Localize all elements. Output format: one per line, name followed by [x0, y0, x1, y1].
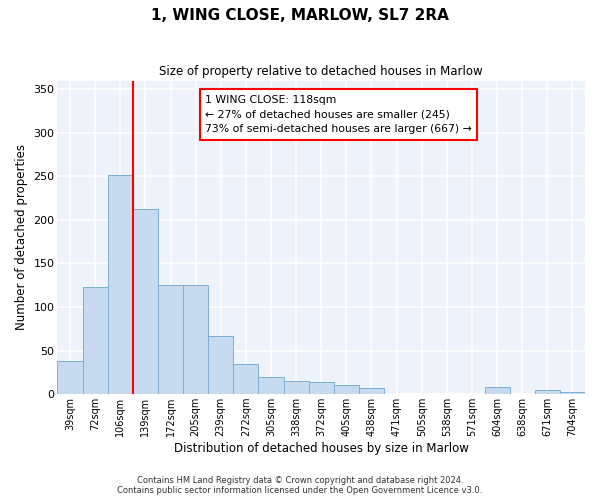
Bar	[359, 388, 384, 394]
Bar	[259, 376, 284, 394]
Bar	[233, 364, 259, 394]
Bar	[535, 390, 560, 394]
X-axis label: Distribution of detached houses by size in Marlow: Distribution of detached houses by size …	[174, 442, 469, 455]
Y-axis label: Number of detached properties: Number of detached properties	[15, 144, 28, 330]
Bar	[108, 174, 133, 394]
Bar	[485, 387, 509, 394]
Text: 1 WING CLOSE: 118sqm
← 27% of detached houses are smaller (245)
73% of semi-deta: 1 WING CLOSE: 118sqm ← 27% of detached h…	[205, 94, 472, 134]
Bar	[58, 361, 83, 394]
Bar	[208, 336, 233, 394]
Bar	[133, 210, 158, 394]
Title: Size of property relative to detached houses in Marlow: Size of property relative to detached ho…	[160, 65, 483, 78]
Bar	[158, 286, 183, 394]
Bar	[183, 286, 208, 394]
Bar	[284, 381, 308, 394]
Text: 1, WING CLOSE, MARLOW, SL7 2RA: 1, WING CLOSE, MARLOW, SL7 2RA	[151, 8, 449, 22]
Bar	[334, 386, 359, 394]
Bar	[83, 287, 108, 394]
Bar	[560, 392, 585, 394]
Text: Contains HM Land Registry data © Crown copyright and database right 2024.
Contai: Contains HM Land Registry data © Crown c…	[118, 476, 482, 495]
Bar	[308, 382, 334, 394]
